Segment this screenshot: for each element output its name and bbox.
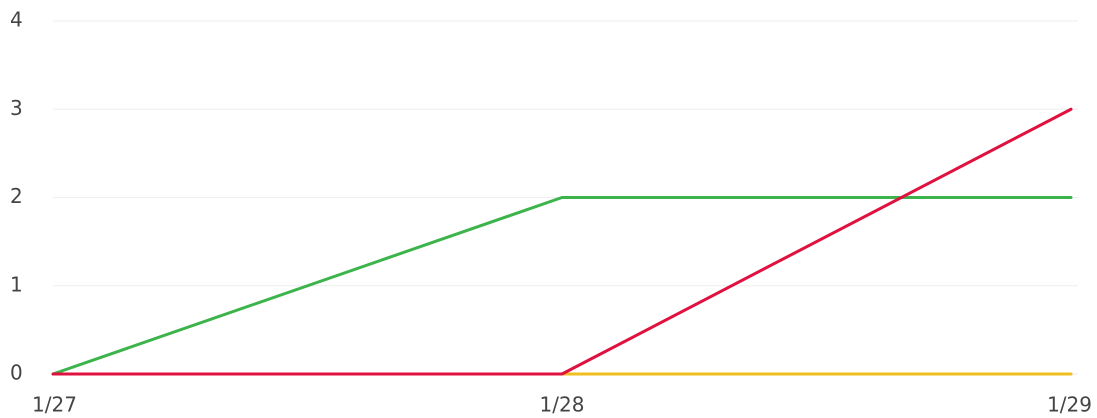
- series-line: [51, 107, 1073, 376]
- y-tick-label: 0: [10, 361, 23, 385]
- y-tick-label: 4: [10, 8, 23, 32]
- y-tick-label: 3: [10, 96, 23, 120]
- x-tick-label: 1/28: [540, 393, 585, 417]
- y-tick-label: 2: [10, 184, 23, 208]
- x-tick-label: 1/29: [1047, 393, 1092, 417]
- x-tick-label: 1/27: [32, 393, 77, 417]
- y-tick-label: 1: [10, 272, 23, 296]
